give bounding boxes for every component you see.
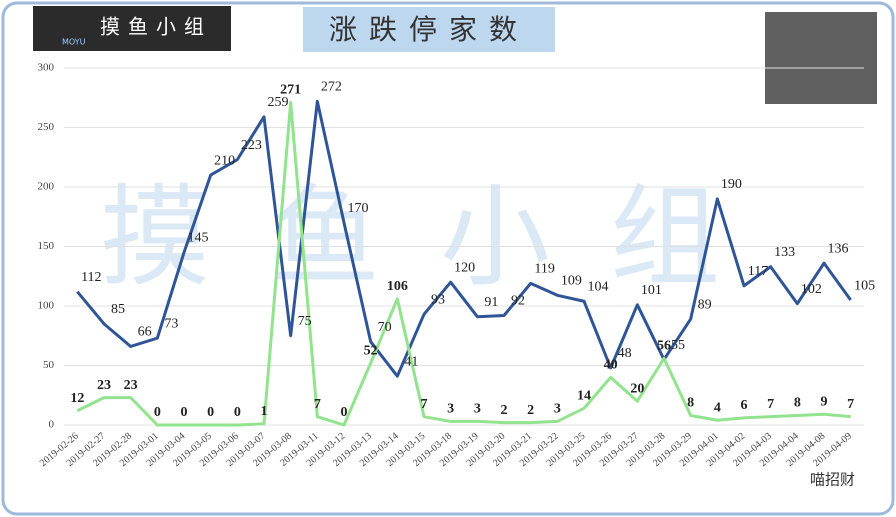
- data-label: 101: [641, 283, 662, 298]
- data-label: 119: [534, 262, 554, 277]
- series-line: [76, 99, 852, 378]
- data-label: 6: [741, 398, 748, 413]
- logo-box: [33, 6, 231, 51]
- data-label: 190: [721, 177, 742, 192]
- data-label: 133: [774, 245, 795, 260]
- data-label: 85: [111, 302, 125, 317]
- title-box: [303, 7, 555, 52]
- data-label: 259: [268, 95, 289, 110]
- data-label: 23: [124, 378, 138, 393]
- data-label: 210: [214, 153, 235, 168]
- data-label: 89: [698, 297, 712, 312]
- y-tick-label: 0: [49, 419, 55, 431]
- data-label: 109: [561, 274, 582, 289]
- data-label: 8: [687, 396, 694, 411]
- data-label: 23: [97, 378, 111, 393]
- data-label: 70: [378, 320, 392, 335]
- y-tick-label: 150: [38, 240, 55, 252]
- data-label: 223: [241, 138, 262, 153]
- y-tick-label: 300: [38, 62, 55, 74]
- data-label: 271: [280, 83, 301, 98]
- data-label: 136: [828, 241, 849, 256]
- data-label: 56: [657, 339, 671, 354]
- series-line: [76, 101, 851, 427]
- data-label: 48: [618, 346, 632, 361]
- y-tick-label: 200: [38, 181, 55, 193]
- y-tick-label: 250: [38, 121, 55, 133]
- data-label: 20: [630, 381, 644, 396]
- qr-code: [765, 12, 877, 104]
- data-label: 14: [577, 389, 591, 404]
- data-label: 112: [81, 270, 101, 285]
- data-label: 105: [854, 278, 875, 293]
- footer: 喵招财: [810, 471, 855, 489]
- data-label: 3: [554, 402, 561, 417]
- data-label: 120: [454, 260, 475, 275]
- data-label: 0: [207, 405, 214, 420]
- data-label: 7: [421, 397, 428, 412]
- data-label: 91: [484, 295, 498, 310]
- data-label: 145: [188, 231, 209, 246]
- data-label: 92: [511, 294, 525, 309]
- data-label: 4: [714, 400, 721, 415]
- data-label: 0: [154, 405, 161, 420]
- data-label: 93: [431, 293, 445, 308]
- data-label: 7: [314, 397, 321, 412]
- data-label: 7: [847, 397, 854, 412]
- data-label: 41: [404, 354, 418, 369]
- data-label: 0: [341, 405, 348, 420]
- logo-sub: MOYU: [62, 38, 86, 47]
- data-label: 272: [321, 80, 342, 95]
- data-label: 102: [801, 282, 822, 297]
- data-label: 75: [298, 314, 312, 329]
- data-label: 7: [767, 397, 774, 412]
- data-label: 106: [387, 279, 408, 294]
- data-label: 104: [588, 279, 609, 294]
- logo: 摸鱼小组: [100, 15, 212, 39]
- data-label: 3: [447, 402, 454, 417]
- y-tick-label: 50: [43, 359, 55, 371]
- data-label: 1: [261, 404, 268, 419]
- data-label: 0: [234, 405, 241, 420]
- data-label: 8: [794, 396, 801, 411]
- data-label: 170: [348, 201, 369, 216]
- data-label: 2: [501, 403, 508, 418]
- y-tick-label: 100: [38, 300, 55, 312]
- data-label: 2: [527, 403, 534, 418]
- data-label: 0: [181, 405, 188, 420]
- data-label: 55: [671, 338, 685, 353]
- data-label: 40: [604, 358, 618, 373]
- data-label: 9: [821, 395, 828, 410]
- data-label: 73: [164, 316, 178, 331]
- data-label: 52: [364, 343, 378, 358]
- data-label: 12: [70, 391, 84, 406]
- data-label: 117: [748, 264, 768, 279]
- chart-title: 涨跌停家数: [329, 13, 529, 46]
- data-label: 66: [138, 325, 152, 340]
- data-label: 3: [474, 402, 481, 417]
